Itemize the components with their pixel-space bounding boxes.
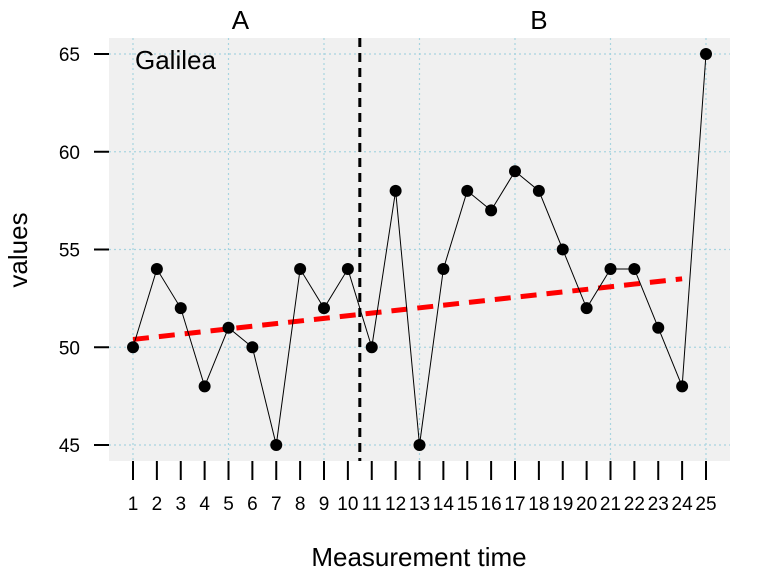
x-tick-label: 24 xyxy=(672,494,694,515)
data-point xyxy=(485,204,498,217)
data-point xyxy=(509,165,521,178)
data-point xyxy=(556,243,569,256)
data-point xyxy=(294,263,307,276)
x-tick-label: 18 xyxy=(528,494,549,515)
x-axis: 1 2 3 4 5 6 7 8 9 10 11 12 13 14 15 16 17 18 19 20 21 22 23 24 2… xyxy=(128,461,717,515)
x-tick-label: 25 xyxy=(695,494,716,515)
x-tick-label: 21 xyxy=(600,494,621,515)
data-point xyxy=(461,184,474,197)
x-tick-label: 6 xyxy=(247,494,258,515)
x-tick-label: 16 xyxy=(481,494,502,515)
y-tick-label: 55 xyxy=(59,241,80,262)
x-tick-label: 9 xyxy=(319,494,330,515)
y-axis-title: values xyxy=(3,212,33,287)
x-tick-label: 10 xyxy=(337,494,358,515)
x-tick-label: 12 xyxy=(385,494,406,515)
data-point xyxy=(198,380,211,393)
x-tick-label: 2 xyxy=(152,494,163,515)
y-tick-label: 65 xyxy=(59,45,80,66)
case-label: Galilea xyxy=(135,45,216,75)
phase-label-a: A xyxy=(232,5,250,35)
x-tick-label: 13 xyxy=(409,494,430,515)
data-point xyxy=(413,439,426,451)
data-points xyxy=(127,48,712,451)
x-tick-label: 1 xyxy=(128,494,139,515)
data-point xyxy=(437,263,450,276)
x-tick-label: 19 xyxy=(552,494,573,515)
x-tick-label: 17 xyxy=(504,494,525,515)
x-tick-label: 8 xyxy=(295,494,306,515)
x-tick-label: 7 xyxy=(271,494,282,515)
data-point xyxy=(628,263,641,276)
phase-label-b: B xyxy=(530,5,547,35)
data-point xyxy=(652,321,665,334)
x-tick-label: 14 xyxy=(433,494,455,515)
x-tick-label: 4 xyxy=(199,494,210,515)
x-tick-label: 3 xyxy=(175,494,186,515)
data-point xyxy=(318,302,330,315)
data-point xyxy=(174,302,187,315)
data-point xyxy=(127,341,139,354)
data-point xyxy=(604,263,617,276)
data-point xyxy=(676,380,689,393)
data-point xyxy=(532,184,545,197)
y-tick-label: 45 xyxy=(59,436,80,457)
data-point xyxy=(580,302,593,315)
data-point xyxy=(341,263,354,276)
y-tick-label: 60 xyxy=(59,143,80,164)
data-point xyxy=(150,263,163,276)
x-tick-label: 23 xyxy=(648,494,669,515)
data-point xyxy=(246,341,259,354)
x-tick-label: 22 xyxy=(624,494,645,515)
data-point xyxy=(222,321,235,334)
data-point xyxy=(389,184,402,197)
data-point xyxy=(700,48,712,60)
data-point xyxy=(270,439,283,451)
x-tick-label: 11 xyxy=(362,494,382,515)
x-tick-label: 20 xyxy=(576,494,597,515)
x-axis-title: Measurement time xyxy=(311,542,526,572)
y-axis: 45 50 55 60 65 xyxy=(59,45,109,457)
y-tick-label: 50 xyxy=(59,338,80,359)
data-point xyxy=(365,341,378,354)
x-tick-label: 5 xyxy=(223,494,234,515)
x-tick-label: 15 xyxy=(457,494,478,515)
